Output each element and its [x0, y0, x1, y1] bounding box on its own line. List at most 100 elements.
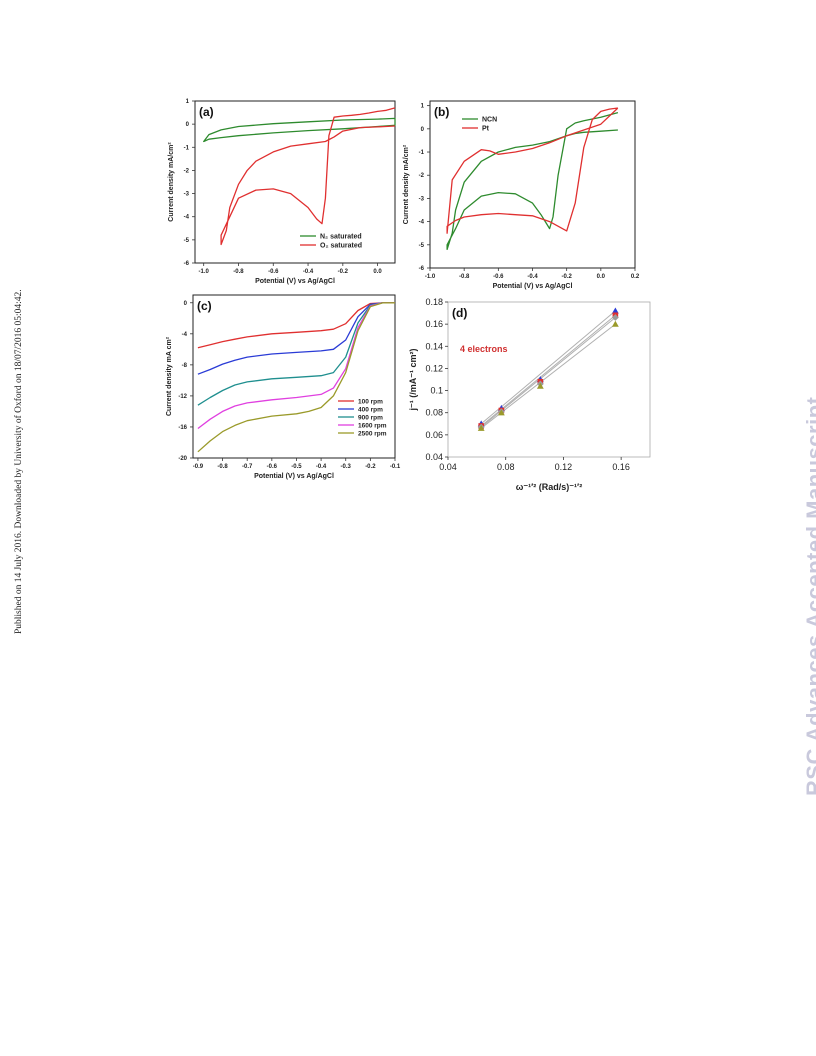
x-tick-label: -0.2 — [365, 464, 376, 470]
y-tick-label: 0.12 — [425, 363, 443, 373]
y-tick-label: -1 — [419, 150, 425, 156]
x-tick-label: -0.2 — [561, 274, 572, 280]
data-point-s4-2 — [497, 409, 505, 416]
x-tick-label: 0.08 — [497, 462, 515, 472]
y-tick-label: -5 — [419, 243, 425, 249]
data-point-s4-4 — [611, 320, 619, 327]
series-line-2 — [220, 107, 396, 246]
legend-entry: 2500 rpm — [358, 431, 387, 438]
y-tick-label: 1 — [421, 104, 425, 110]
y-tick-label: -1 — [184, 145, 190, 151]
y-tick-label: -4 — [419, 220, 425, 226]
x-tick-label: -0.9 — [193, 464, 204, 470]
data-point-s4-3 — [536, 382, 544, 389]
fit-line-2 — [480, 314, 616, 427]
y-tick-label: -2 — [419, 173, 425, 179]
y-tick-label: 0 — [421, 127, 425, 133]
series-line-1 — [197, 302, 395, 349]
y-tick-label: 0.16 — [425, 319, 443, 329]
x-tick-label: 0.12 — [555, 462, 573, 472]
x-tick-label: -1.0 — [425, 274, 436, 280]
data-point-s3-4 — [611, 314, 619, 321]
chart-panel-4: 0.04 0.08 0.12 0.16 0.18 0.16 0.14 0.12 0.1 0.08 0… — [408, 297, 651, 492]
series-line-1 — [203, 117, 396, 143]
y-axis-label: Current density mA/cm² — [168, 142, 175, 222]
legend-entry: 100 rpm — [358, 399, 383, 406]
legend-entry: N₂ saturated — [320, 234, 362, 241]
x-tick-label: -0.1 — [390, 464, 401, 470]
x-tick-label: -0.6 — [267, 464, 278, 470]
x-tick-label: -0.7 — [242, 464, 253, 470]
x-tick-label: -0.3 — [341, 464, 352, 470]
x-tick-label: -0.8 — [217, 464, 228, 470]
y-tick-label: -16 — [178, 425, 187, 431]
chart-panel-1: -1.0 -0.8 -0.6 -0.4 -0.2 0.0 1 0 -1 -2 -3 -4 -5 -6 Pot… — [168, 99, 396, 285]
y-tick-label: -20 — [178, 456, 187, 462]
y-tick-label: 0.14 — [425, 341, 443, 351]
y-tick-label: -3 — [184, 192, 190, 198]
y-tick-label: -12 — [178, 394, 187, 400]
y-axis-label: Current density mA cm² — [166, 336, 173, 416]
legend-entry: Pt — [482, 126, 490, 133]
data-point-s1-4 — [611, 307, 619, 314]
panel-label: (a) — [199, 105, 214, 119]
legend: N₂ saturated O₂ saturated — [300, 234, 362, 250]
panel-label: (b) — [434, 105, 449, 119]
y-axis-label: j⁻¹ (/mA⁻¹ cm²) — [408, 348, 418, 411]
panel-label: (c) — [197, 299, 212, 313]
x-axis-label: Potential (V) vs Ag/AgCl — [255, 278, 335, 285]
plot-frame — [429, 100, 636, 269]
y-tick-label: 0.04 — [425, 452, 443, 462]
y-tick-label: 0.1 — [430, 386, 443, 396]
y-tick-label: -8 — [182, 363, 188, 369]
x-tick-label: 0.0 — [597, 274, 606, 280]
x-tick-label: -0.8 — [459, 274, 470, 280]
x-tick-label: 0.04 — [439, 462, 457, 472]
y-tick-label: -5 — [184, 238, 190, 244]
series-line-2 — [446, 107, 619, 234]
x-axis-label: Potential (V) vs Ag/AgCl — [493, 283, 573, 290]
series-line-5 — [197, 302, 395, 453]
y-tick-label: 0.18 — [425, 297, 443, 307]
x-tick-label: -1.0 — [199, 269, 210, 275]
y-tick-label: -6 — [184, 261, 190, 267]
legend-entry: 400 rpm — [358, 407, 383, 414]
y-tick-label: -4 — [184, 215, 190, 221]
y-tick-label: 0 — [184, 301, 188, 307]
x-tick-label: 0.16 — [612, 462, 630, 472]
x-tick-label: -0.6 — [268, 269, 279, 275]
x-tick-label: -0.5 — [291, 464, 302, 470]
annotation-label: 4 electrons — [460, 344, 508, 354]
chart-panel-2: -1.0 -0.8 -0.6 -0.4 -0.2 0.0 0.2 1 0 -1 -2 -3 -4 -5 -6… — [403, 100, 640, 290]
x-tick-label: -0.4 — [316, 464, 327, 470]
y-tick-label: 0.08 — [425, 408, 443, 418]
legend: NCN Pt — [462, 117, 497, 133]
data-point-s4-1 — [477, 424, 485, 431]
legend-entry: 1600 rpm — [358, 423, 387, 430]
x-tick-label: -0.4 — [303, 269, 314, 275]
y-tick-label: 0.06 — [425, 430, 443, 440]
y-tick-label: -2 — [184, 168, 190, 174]
x-tick-label: -0.2 — [338, 269, 349, 275]
y-tick-label: -6 — [419, 266, 425, 272]
x-tick-label: 0.0 — [373, 269, 382, 275]
x-axis-label: ω⁻¹′² (Rad/s)⁻¹′² — [516, 482, 582, 492]
fit-line-1 — [480, 310, 616, 425]
legend-entry: O₂ saturated — [320, 243, 362, 250]
x-tick-label: 0.2 — [631, 274, 640, 280]
legend-entry: NCN — [482, 117, 497, 124]
y-tick-label: -3 — [419, 196, 425, 202]
x-tick-label: -0.4 — [527, 274, 538, 280]
y-axis-label: Current density mA/cm² — [403, 144, 410, 224]
chart-panel-3: -0.9 -0.8 -0.7 -0.6 -0.5 -0.4 -0.3 -0.2 -0.1 0 -4 -… — [166, 294, 401, 480]
x-axis-label: Potential (V) vs Ag/AgCl — [254, 473, 334, 480]
y-tick-label: 1 — [186, 99, 190, 105]
plot-frame — [447, 301, 651, 458]
y-tick-label: 0 — [186, 122, 190, 128]
series-line-3 — [197, 302, 395, 406]
x-tick-label: -0.6 — [493, 274, 504, 280]
series-line-2 — [197, 302, 395, 375]
x-tick-label: -0.8 — [233, 269, 244, 275]
